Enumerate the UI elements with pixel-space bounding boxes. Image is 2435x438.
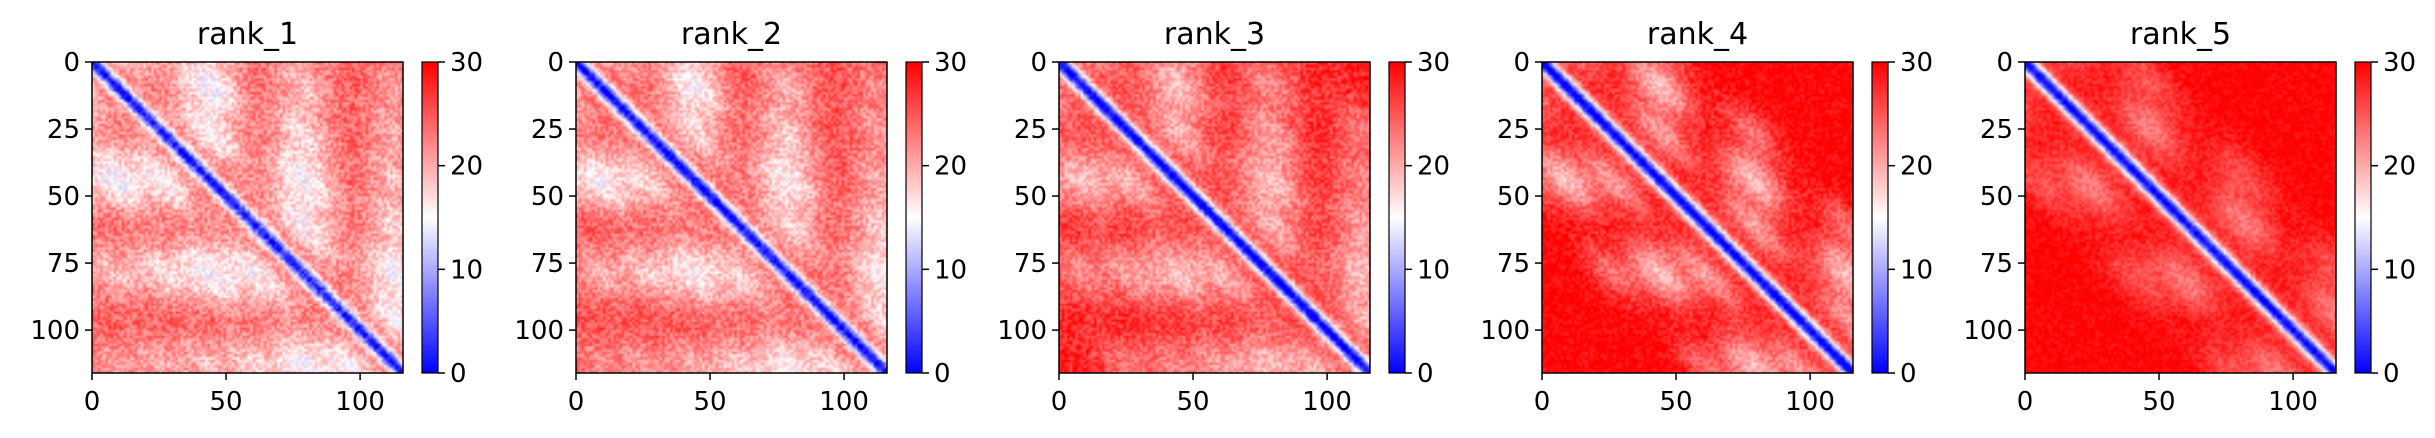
y-tick-label: 25 — [1014, 115, 1047, 145]
colorbar — [1388, 61, 1406, 374]
y-tick-label: 0 — [1030, 48, 1047, 78]
colorbar-tick-label: 30 — [934, 48, 967, 78]
y-tick-label: 25 — [47, 115, 80, 145]
colorbar — [1871, 61, 1889, 374]
y-tick-label: 25 — [531, 115, 564, 145]
panel-title: rank_2 — [681, 17, 782, 52]
x-tick-label: 50 — [694, 387, 727, 417]
x-tick-label: 100 — [1302, 387, 1352, 417]
heatmap-image — [92, 62, 403, 373]
x-tick-label: 0 — [568, 387, 585, 417]
heatmap-image — [1542, 62, 1853, 373]
colorbar-tick-label: 20 — [450, 152, 483, 182]
panel-rank_5: rank_5 0 25 50 75 100 0 50 100 0 10 20 30 — [1963, 17, 2416, 417]
colorbar — [421, 61, 439, 374]
colorbar-tick-label: 10 — [1417, 255, 1450, 285]
y-tick-label: 25 — [1980, 115, 2013, 145]
colorbar-tick-label: 20 — [1417, 152, 1450, 182]
axes-frame — [91, 61, 404, 374]
axes-frame — [2024, 61, 2337, 374]
heatmap-image — [2025, 62, 2336, 373]
y-tick-label: 0 — [63, 48, 80, 78]
y-tick-label: 50 — [531, 182, 564, 212]
x-tick-label: 100 — [819, 387, 869, 417]
y-tick-label: 0 — [1513, 48, 1530, 78]
panel-rank_3: rank_3 0 25 50 75 100 0 50 100 0 10 20 30 — [997, 17, 1450, 417]
panel-rank_1: rank_1 0 25 50 75 100 0 50 100 0 10 20 30 — [30, 17, 483, 417]
x-tick-label: 0 — [1534, 387, 1551, 417]
colorbar-tick-label: 0 — [934, 359, 951, 389]
x-tick-label: 50 — [1660, 387, 1693, 417]
panel-title: rank_3 — [1164, 17, 1265, 52]
x-tick-label: 100 — [335, 387, 385, 417]
y-tick-label: 100 — [1480, 316, 1530, 346]
y-tick-label: 0 — [547, 48, 564, 78]
y-tick-label: 100 — [997, 316, 1047, 346]
colorbar-tick-label: 0 — [1900, 359, 1917, 389]
colorbar-tick-label: 30 — [2383, 48, 2416, 78]
panel-title: rank_5 — [2130, 17, 2231, 52]
axes-frame — [575, 61, 888, 374]
y-tick-label: 75 — [1497, 249, 1530, 279]
x-tick-label: 0 — [2017, 387, 2034, 417]
x-tick-label: 50 — [1177, 387, 1210, 417]
x-tick-label: 0 — [1051, 387, 1068, 417]
x-tick-label: 100 — [1785, 387, 1835, 417]
colorbar-tick-label: 0 — [2383, 359, 2400, 389]
colorbar-tick-label: 10 — [934, 255, 967, 285]
y-tick-label: 100 — [30, 316, 80, 346]
y-tick-label: 50 — [1014, 182, 1047, 212]
y-tick-label: 75 — [1980, 249, 2013, 279]
axes-frame — [1058, 61, 1371, 374]
heatmap-image — [1059, 62, 1370, 373]
y-tick-label: 50 — [47, 182, 80, 212]
y-tick-label: 25 — [1497, 115, 1530, 145]
x-tick-label: 50 — [210, 387, 243, 417]
colorbar-tick-label: 20 — [1900, 152, 1933, 182]
colorbar-tick-label: 0 — [1417, 359, 1434, 389]
y-tick-label: 75 — [47, 249, 80, 279]
y-tick-label: 50 — [1980, 182, 2013, 212]
colorbar-tick-label: 30 — [450, 48, 483, 78]
colorbar-tick-label: 30 — [1417, 48, 1450, 78]
colorbar-tick-label: 10 — [2383, 255, 2416, 285]
colorbar-tick-label: 0 — [450, 359, 467, 389]
heatmap-image — [576, 62, 887, 373]
panel-rank_4: rank_4 0 25 50 75 100 0 50 100 0 10 20 30 — [1480, 17, 1933, 417]
y-tick-label: 50 — [1497, 182, 1530, 212]
colorbar-tick-label: 10 — [450, 255, 483, 285]
x-tick-label: 100 — [2268, 387, 2318, 417]
y-tick-label: 75 — [531, 249, 564, 279]
panel-rank_2: rank_2 0 25 50 75 100 0 50 100 0 10 20 30 — [514, 17, 967, 417]
y-tick-label: 75 — [1014, 249, 1047, 279]
panel-title: rank_1 — [197, 17, 298, 52]
panel-title: rank_4 — [1647, 17, 1748, 52]
colorbar-tick-label: 20 — [934, 152, 967, 182]
colorbar-tick-label: 20 — [2383, 152, 2416, 182]
y-tick-label: 100 — [514, 316, 564, 346]
colorbar-tick-label: 30 — [1900, 48, 1933, 78]
axes-frame — [1541, 61, 1854, 374]
y-tick-label: 100 — [1963, 316, 2013, 346]
x-tick-label: 0 — [84, 387, 101, 417]
colorbar-tick-label: 10 — [1900, 255, 1933, 285]
y-tick-label: 0 — [1996, 48, 2013, 78]
x-tick-label: 50 — [2143, 387, 2176, 417]
colorbar — [2354, 61, 2372, 374]
colorbar — [905, 61, 923, 374]
